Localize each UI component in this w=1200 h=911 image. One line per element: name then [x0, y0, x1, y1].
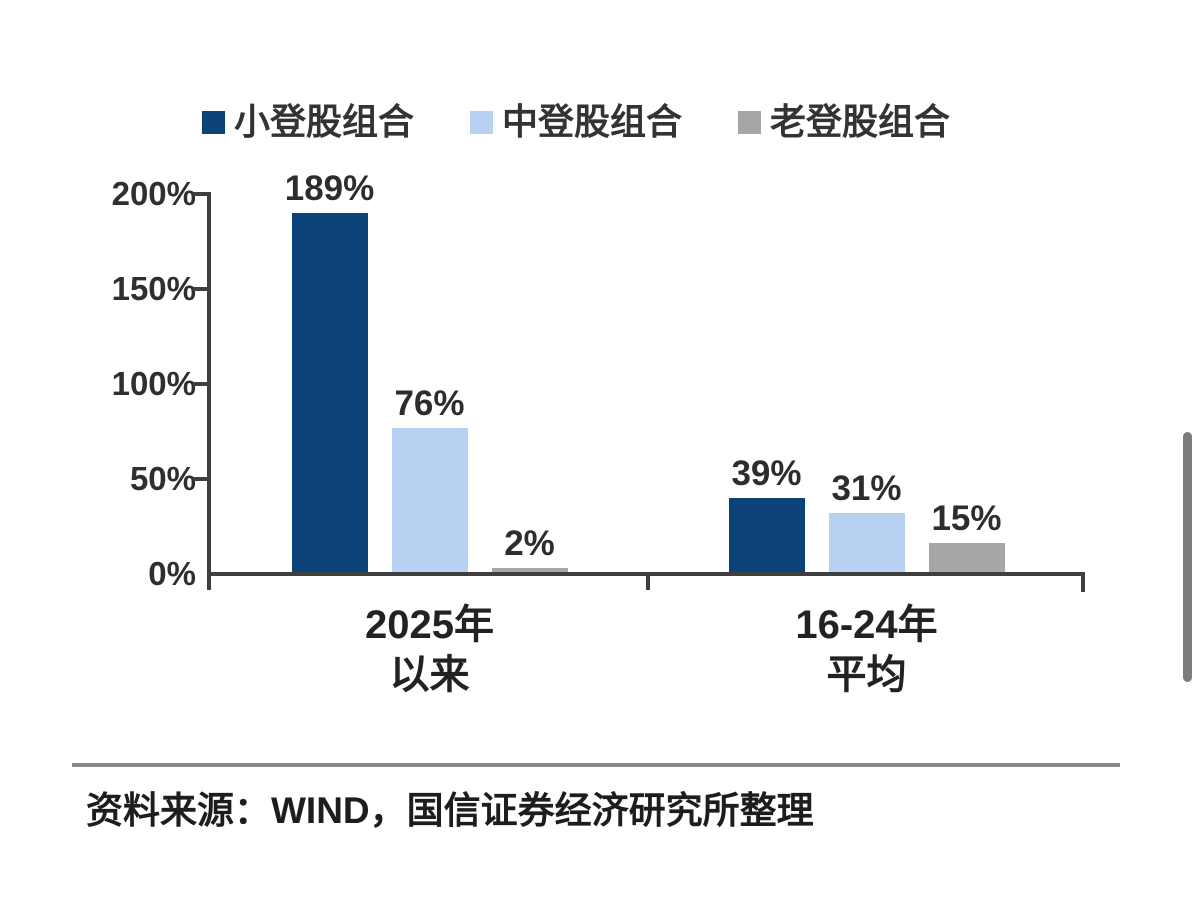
bar [491, 568, 568, 572]
legend-item-1: 小登股组合 [202, 104, 414, 140]
bar [728, 498, 805, 572]
bar-value-label: 76% [394, 384, 465, 423]
y-tick-label: 100% [111, 365, 196, 402]
legend-swatch-icon [470, 110, 494, 134]
legend-swatch-icon [202, 110, 225, 134]
legend-item-2: 中登股组合 [470, 104, 682, 140]
bar [391, 428, 468, 572]
bar-value-label: 31% [831, 469, 902, 508]
bar-wrap: 76% [391, 384, 468, 572]
divider-line [72, 763, 1120, 767]
x-axis-labels: 2025年 以来 16-24年 平均 [211, 600, 1085, 700]
bar-wrap: 189% [285, 171, 374, 572]
x-axis-end-tick [1081, 572, 1085, 592]
bar [828, 513, 905, 572]
legend-swatch-icon [738, 110, 762, 134]
y-tick-label: 150% [111, 270, 196, 307]
y-tick-label: 200% [111, 175, 196, 212]
bar [291, 213, 368, 572]
y-tick-label: 0% [148, 555, 196, 592]
y-axis-line [207, 192, 211, 590]
legend-item-3: 老登股组合 [738, 104, 950, 140]
x-category-label: 2025年 以来 [365, 603, 494, 697]
bar-value-label: 15% [931, 499, 1002, 538]
y-tick-mark [193, 287, 207, 291]
chart-legend: 小登股组合 中登股组合 老登股组合 [202, 104, 950, 140]
y-tick-mark [193, 477, 207, 481]
bar-value-label: 39% [731, 454, 802, 493]
bar-value-label: 2% [504, 524, 555, 563]
bar-wrap: 39% [728, 454, 805, 572]
x-axis-mid-tick [646, 572, 650, 590]
y-tick-mark [193, 382, 207, 386]
legend-label: 小登股组合 [234, 101, 415, 142]
legend-label: 中登股组合 [502, 101, 683, 142]
bar-group-2: 39% 31% 15% [648, 192, 1085, 572]
y-tick-label: 50% [129, 460, 196, 497]
bar-group-1: 189% 76% 2% [211, 171, 648, 572]
bar-wrap: 15% [928, 499, 1005, 572]
plot-area: 189% 76% 2% 39% 31% 15% [211, 171, 1085, 572]
legend-label: 老登股组合 [770, 101, 951, 142]
y-tick-mark [193, 192, 207, 196]
bar-wrap: 2% [491, 524, 568, 572]
x-category-label: 16-24年 平均 [795, 603, 938, 697]
bar [928, 543, 1005, 572]
bar-wrap: 31% [828, 469, 905, 572]
bar-value-label: 189% [284, 169, 375, 208]
source-note: 资料来源：WIND，国信证券经济研究所整理 [86, 790, 814, 831]
scrollbar-thumb[interactable] [1183, 432, 1192, 682]
